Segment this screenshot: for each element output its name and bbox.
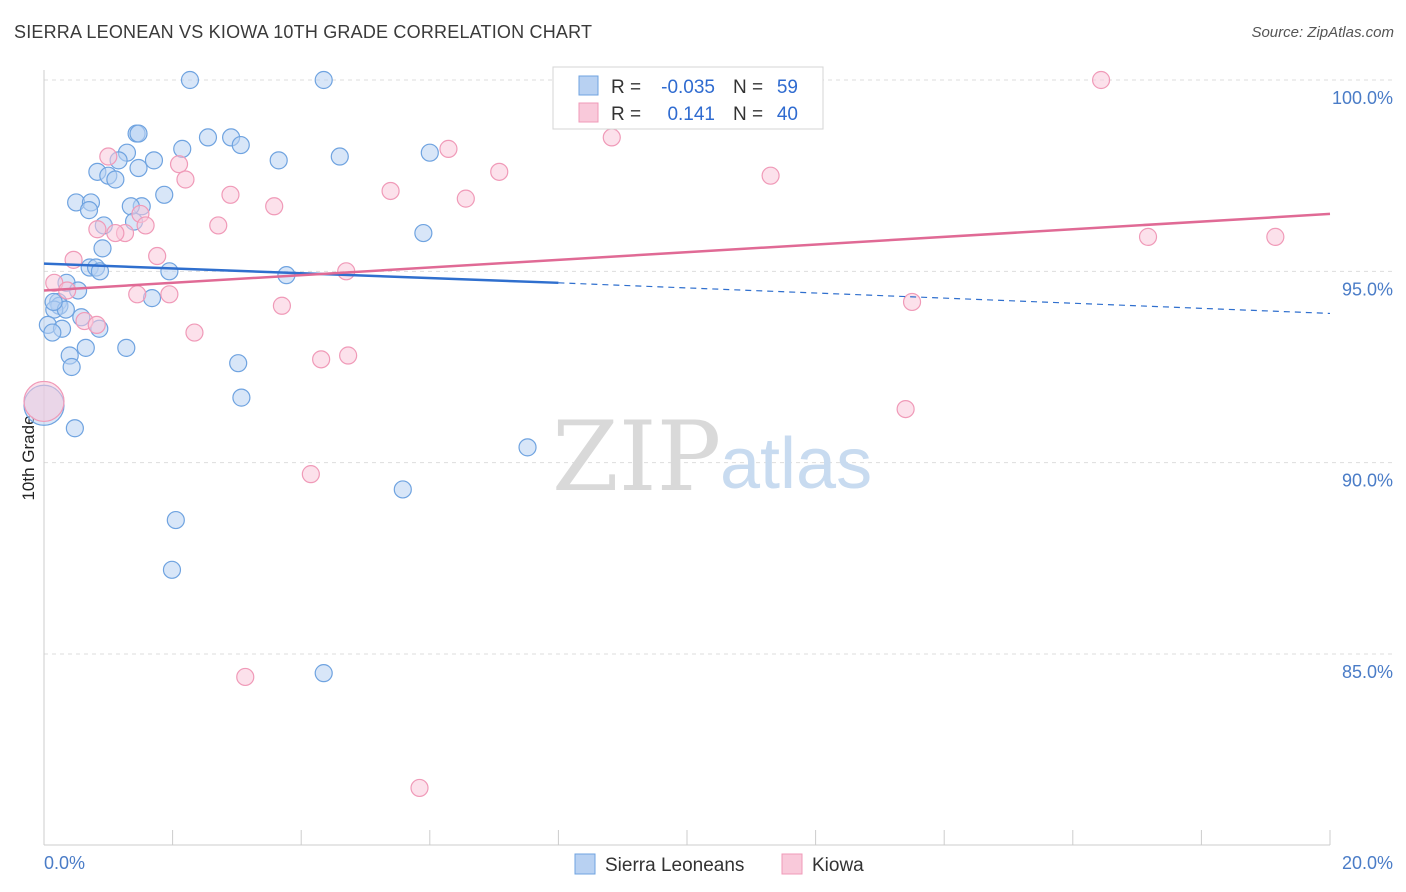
x-ticks <box>43 830 1331 845</box>
chart-source: Source: ZipAtlas.com <box>1251 24 1394 41</box>
y-tick-label: 100.0% <box>1332 88 1393 108</box>
bottom-legend-swatch-sierra-leoneans <box>574 853 596 875</box>
data-point-kiowa <box>87 315 106 335</box>
data-point-kiowa <box>185 323 204 342</box>
legend-n-label: N = <box>733 77 763 98</box>
data-point-kiowa <box>169 155 189 174</box>
data-point-sierra-leoneans <box>393 480 412 499</box>
data-point-sierra-leoneans <box>314 664 333 683</box>
data-point-kiowa <box>265 197 284 216</box>
data-point-sierra-leoneans <box>229 354 248 373</box>
data-point-kiowa <box>490 162 509 181</box>
x-tick-label-min: 0.0% <box>44 853 85 873</box>
data-point-kiowa <box>312 350 331 369</box>
data-point-sierra-leoneans <box>162 560 182 579</box>
data-point-sierra-leoneans <box>44 292 63 312</box>
data-point-kiowa <box>106 223 125 243</box>
legend-n-label: N = <box>733 104 763 125</box>
data-point-sierra-leoneans <box>65 419 84 438</box>
trend-line-sierra-leoneans <box>43 262 559 285</box>
data-point-sierra-leoneans <box>129 124 148 143</box>
data-point-kiowa <box>1266 227 1285 246</box>
data-point-kiowa <box>136 216 155 235</box>
data-point-kiowa <box>761 166 780 185</box>
data-point-sierra-leoneans <box>231 135 250 155</box>
data-point-sierra-leoneans <box>198 128 218 147</box>
bottom-legend-label-kiowa: Kiowa <box>812 855 864 876</box>
legend-swatch-kiowa <box>578 102 599 123</box>
data-point-sierra-leoneans <box>414 223 433 243</box>
data-point-kiowa <box>1091 70 1111 90</box>
data-point-sierra-leoneans <box>314 70 333 90</box>
data-point-sierra-leoneans <box>43 323 62 342</box>
data-point-sierra-leoneans <box>79 201 99 220</box>
data-point-sierra-leoneans <box>420 143 439 162</box>
data-point-sierra-leoneans <box>117 338 136 357</box>
data-point-kiowa <box>272 296 292 315</box>
legend-r-value: -0.035 <box>661 77 715 98</box>
data-point-sierra-leoneans <box>180 70 200 90</box>
data-point-kiowa <box>148 246 167 266</box>
y-tick-label: 90.0% <box>1342 471 1393 491</box>
stats-legend: R = -0.035 N = 59 R = 0.141 N = 40 <box>552 66 824 130</box>
legend-r-label: R = <box>611 77 641 98</box>
data-point-kiowa <box>160 285 179 304</box>
data-point-sierra-leoneans <box>269 151 288 170</box>
y-axis-label: 10th Grade <box>19 415 38 500</box>
trend-lines <box>43 212 1331 315</box>
data-point-kiowa <box>221 185 240 204</box>
watermark: ZIP atlas <box>552 401 872 513</box>
data-point-sierra-leoneans <box>166 510 185 530</box>
data-point-sierra-leoneans <box>93 239 112 258</box>
data-point-kiowa <box>896 399 915 419</box>
legend-n-value: 40 <box>777 104 798 125</box>
data-point-kiowa <box>236 667 255 687</box>
series-legend: Sierra Leoneans Kiowa <box>574 853 864 876</box>
legend-n-value: 59 <box>777 77 798 98</box>
data-point-sierra-leoneans <box>173 139 192 158</box>
data-point-kiowa <box>602 128 621 147</box>
data-point-sierra-leoneans <box>62 357 81 377</box>
watermark-atlas: atlas <box>720 424 872 504</box>
data-point-kiowa <box>439 139 458 158</box>
data-point-sierra-leoneans <box>144 151 164 170</box>
data-point-sierra-leoneans <box>160 262 179 281</box>
data-point-kiowa <box>410 778 429 798</box>
data-point-kiowa <box>176 170 195 189</box>
data-point-sierra-leoneans <box>106 170 125 189</box>
x-tick-label-max: 20.0% <box>1342 853 1393 873</box>
data-point-sierra-leoneans <box>518 438 537 457</box>
chart-title: SIERRA LEONEAN VS KIOWA 10TH GRADE CORRE… <box>14 22 593 42</box>
data-point-kiowa <box>209 216 228 235</box>
y-tick-label: 85.0% <box>1342 662 1393 682</box>
series-kiowa-points <box>23 70 1285 798</box>
data-point-sierra-leoneans <box>232 388 251 407</box>
data-point-kiowa <box>301 465 320 484</box>
series-sierra-leoneans-points <box>23 70 537 683</box>
data-point-large-kiowa <box>23 380 65 423</box>
bottom-legend-swatch-kiowa <box>781 853 803 875</box>
legend-r-label: R = <box>611 104 641 125</box>
data-point-kiowa <box>128 285 147 304</box>
data-point-sierra-leoneans <box>76 338 95 357</box>
data-point-sierra-leoneans <box>330 147 349 166</box>
bottom-legend-label-sierra-leoneans: Sierra Leoneans <box>605 855 744 876</box>
data-point-kiowa <box>99 147 118 166</box>
y-tick-labels: 85.0% 90.0% 95.0% 100.0% <box>1332 88 1393 682</box>
data-point-sierra-leoneans <box>129 158 148 178</box>
data-point-kiowa <box>381 181 400 201</box>
trend-line-sierra-leoneans-extrapolated <box>558 282 1331 315</box>
y-tick-label: 95.0% <box>1342 279 1393 299</box>
trend-line-kiowa <box>43 212 1331 292</box>
data-point-sierra-leoneans <box>155 185 174 204</box>
legend-r-value: 0.141 <box>667 104 715 125</box>
data-point-kiowa <box>902 292 922 312</box>
data-point-kiowa <box>1138 227 1158 246</box>
data-point-kiowa <box>339 346 358 365</box>
data-point-kiowa <box>456 189 475 208</box>
watermark-zip: ZIP <box>552 401 721 513</box>
data-point-kiowa <box>88 220 107 239</box>
legend-swatch-sierra-leoneans <box>578 75 599 96</box>
